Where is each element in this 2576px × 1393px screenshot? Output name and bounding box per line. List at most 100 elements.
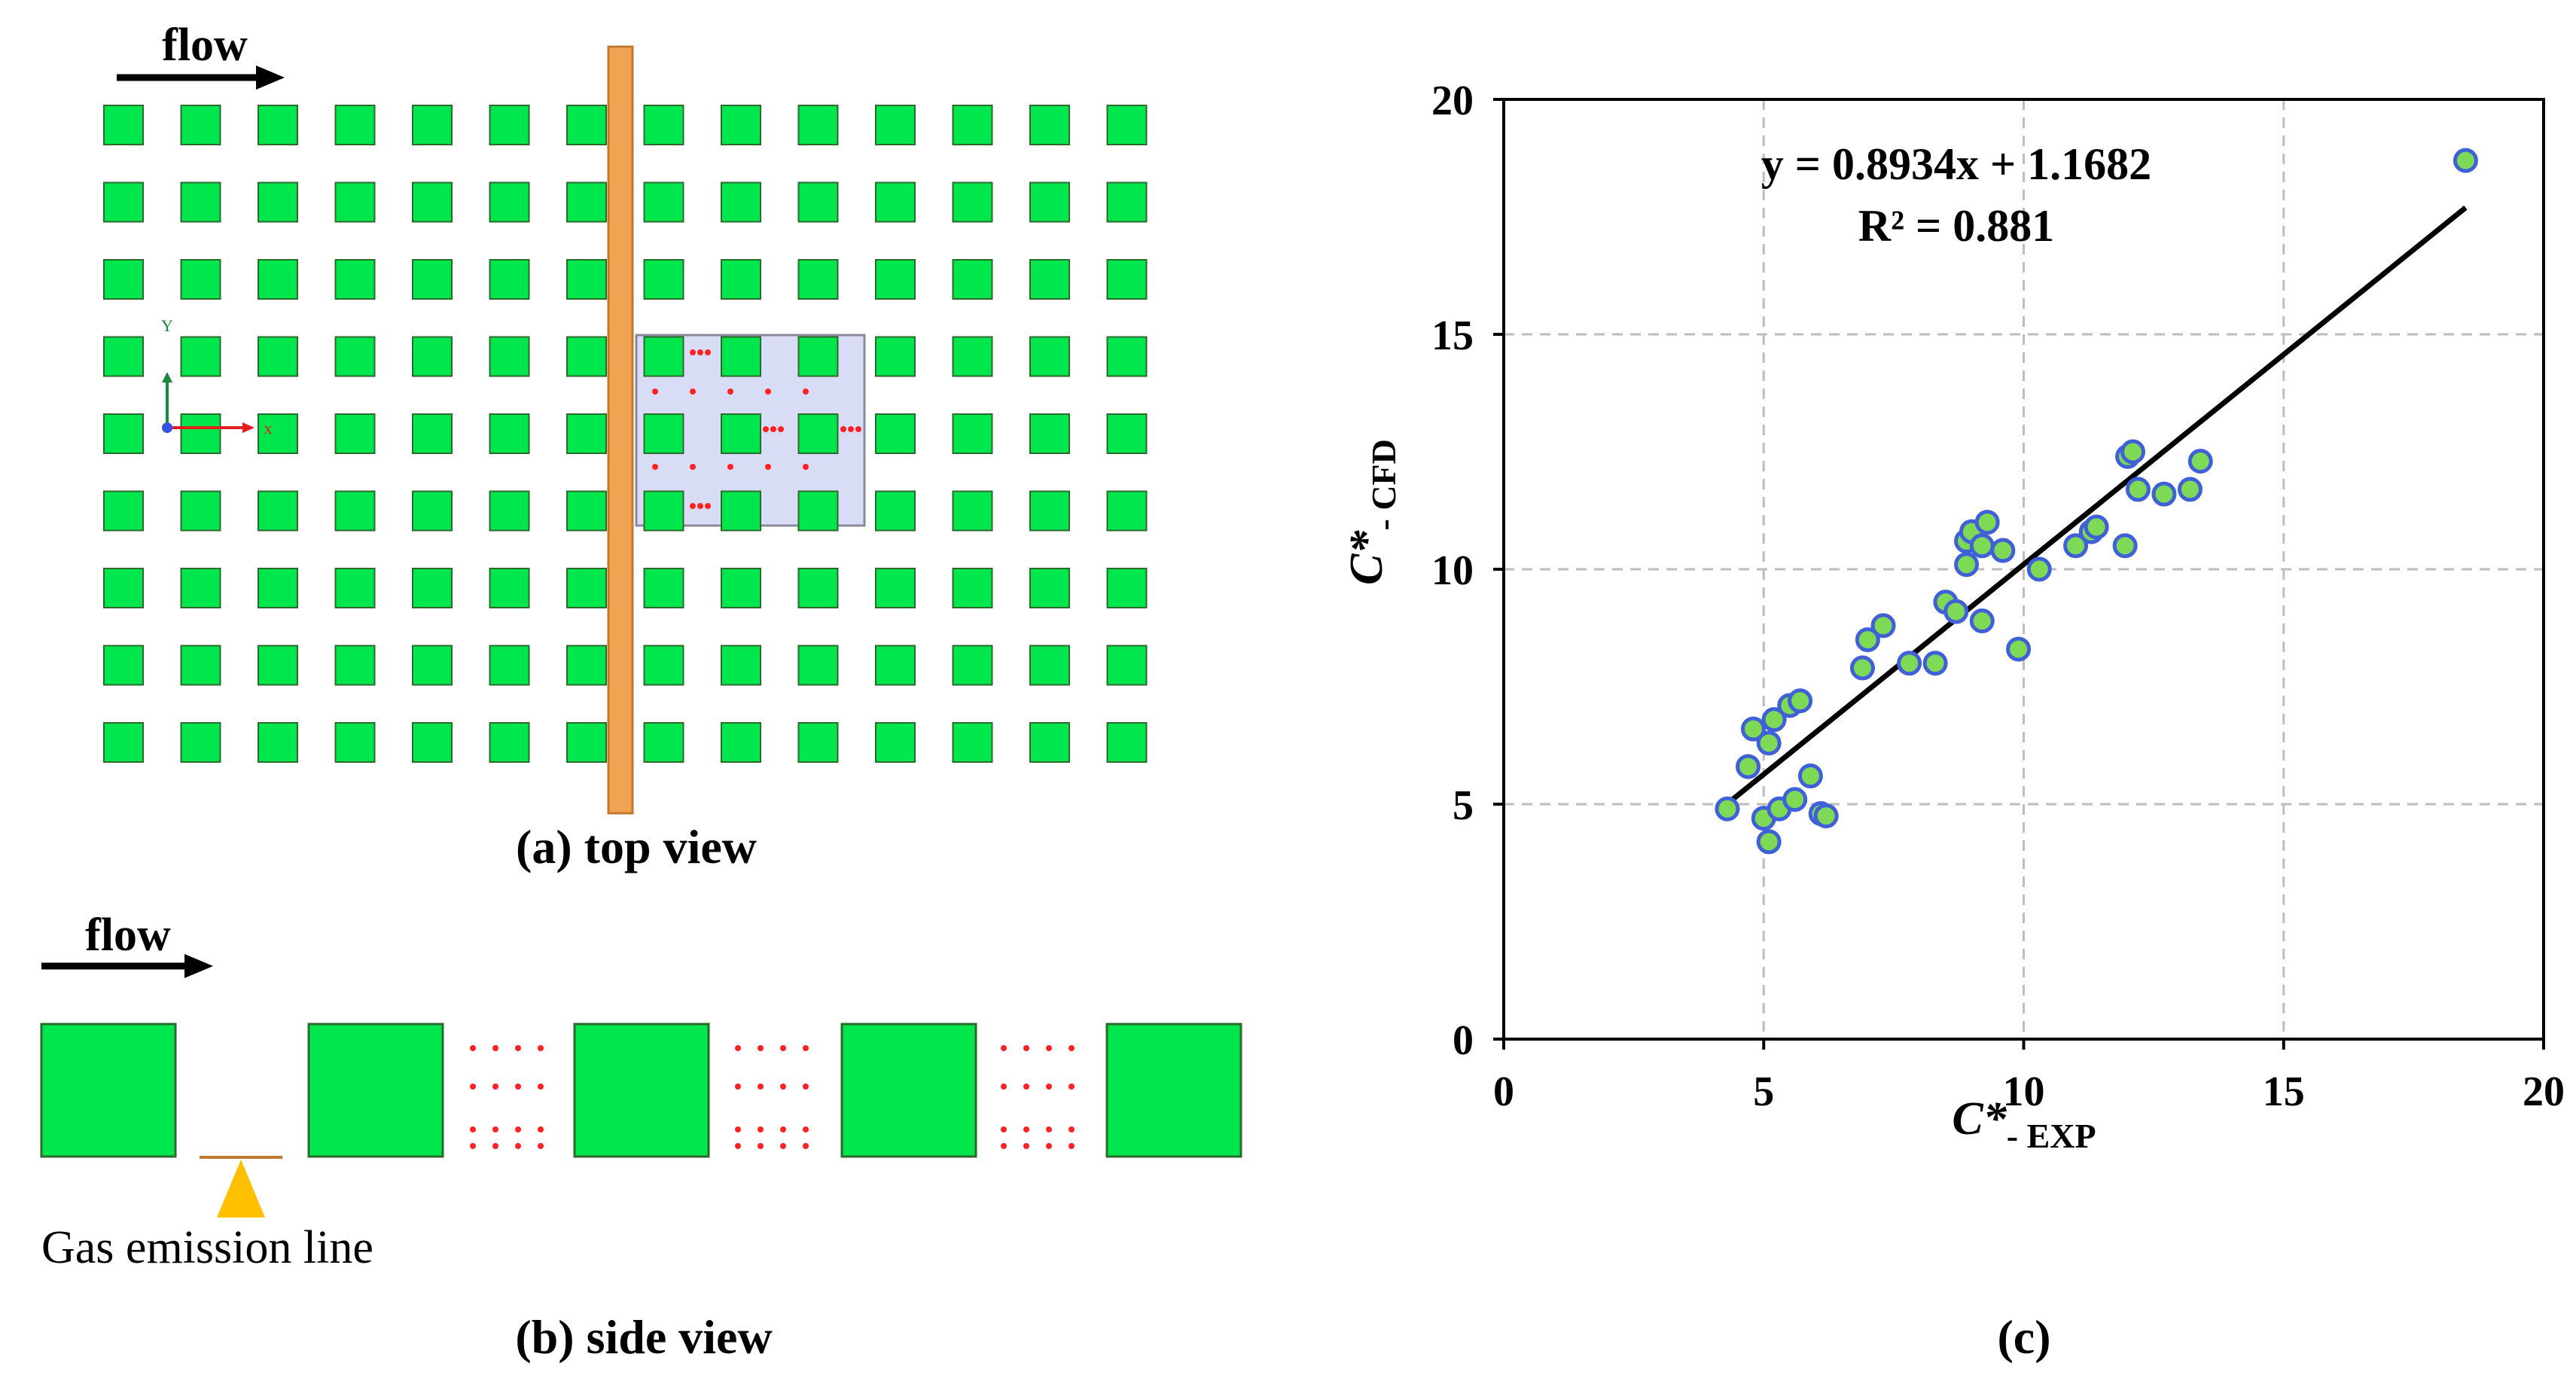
grid-block [643, 413, 684, 454]
flow-label-side: flow [85, 910, 171, 961]
sample-points-side [470, 1045, 1075, 1149]
grid-block [797, 722, 839, 763]
grid-block [489, 105, 530, 145]
sample-point [780, 1143, 786, 1149]
grid-block [721, 722, 761, 763]
grid-block [797, 336, 839, 377]
sample-point [515, 1084, 521, 1090]
grid-block [258, 490, 298, 532]
grid-block [489, 645, 530, 686]
grid-block [334, 413, 376, 454]
grid-block [721, 181, 761, 223]
sample-point [1046, 1084, 1052, 1090]
side-block [40, 1023, 177, 1158]
grid-block [103, 181, 144, 223]
grid-block [566, 722, 607, 763]
grid-block [103, 413, 144, 454]
sample-point [758, 1126, 764, 1132]
sample-point [515, 1143, 521, 1149]
grid-block [1106, 336, 1148, 377]
grid-block [721, 105, 761, 145]
data-point [1922, 651, 1948, 676]
r-squared-label: R² = 0.881 [1858, 201, 2055, 251]
grid-block [103, 259, 144, 300]
grid-block [1029, 105, 1070, 145]
data-point [2120, 439, 2146, 465]
grid-block [1029, 413, 1070, 454]
data-point [1736, 754, 1761, 779]
grid-block [334, 490, 376, 532]
sample-point [727, 389, 733, 395]
sample-point [758, 1084, 764, 1090]
grid-block [875, 105, 916, 145]
grid-block [180, 259, 221, 300]
grid-block [952, 722, 993, 763]
sample-point [735, 1143, 741, 1149]
sample-point [538, 1126, 544, 1132]
x-tick-label: 10 [2003, 1068, 2045, 1115]
data-point [1969, 533, 1995, 559]
sample-point [1023, 1126, 1029, 1132]
y-tick-label: 0 [1453, 1017, 1474, 1064]
grid-block [1106, 105, 1148, 145]
grid-block [952, 413, 993, 454]
data-point [1761, 707, 1787, 733]
sample-point [803, 1045, 809, 1051]
caption-a: (a) top view [516, 820, 757, 873]
grid-block [643, 181, 684, 223]
sample-point [765, 464, 771, 470]
data-point [2112, 533, 2138, 559]
grid-block [180, 568, 221, 608]
data-point [1870, 613, 1896, 639]
grid-block [334, 568, 376, 608]
x-tick-label: 15 [2263, 1068, 2305, 1115]
grid-block [412, 490, 453, 532]
sample-point [470, 1143, 476, 1149]
grid-block [875, 568, 916, 608]
sample-point [848, 426, 854, 432]
grid-block [412, 181, 453, 223]
side-blocks [40, 1023, 1242, 1158]
grid-block [334, 181, 376, 223]
y-axis-label-main: C* [1341, 530, 1392, 585]
x-tick-label: 20 [2523, 1068, 2565, 1115]
sample-point [763, 426, 769, 432]
grid-block [566, 181, 607, 223]
data-point [1969, 608, 1995, 634]
sample-point [492, 1045, 498, 1051]
grid-block [258, 413, 298, 454]
grid-block [566, 259, 607, 300]
grid-block [180, 490, 221, 532]
grid-block [489, 490, 530, 532]
grid-block [258, 568, 298, 608]
sample-point [758, 1143, 764, 1149]
grid-block [643, 722, 684, 763]
sample-point [803, 464, 809, 470]
equation-label: y = 0.8934x + 1.1682 [1761, 139, 2151, 189]
emission-label: Gas emission line [41, 1222, 373, 1273]
grid-block [952, 568, 993, 608]
sample-point [780, 1084, 786, 1090]
sample-point [1046, 1143, 1052, 1149]
sample-point [690, 464, 696, 470]
sample-point [697, 349, 703, 355]
sample-point [735, 1126, 741, 1132]
grid-block [721, 259, 761, 300]
grid-block [258, 105, 298, 145]
grid-block [489, 181, 530, 223]
grid-block [952, 105, 993, 145]
grid-block [1029, 336, 1070, 377]
grid-block [103, 645, 144, 686]
sample-point [1023, 1143, 1029, 1149]
panel-a-top-view: flow Y x (a) top view [103, 20, 1148, 873]
grid-block [643, 645, 684, 686]
data-point [1849, 655, 1875, 681]
grid-block [566, 490, 607, 532]
sample-point [652, 389, 658, 395]
grid-block [258, 181, 298, 223]
y-tick-label: 10 [1431, 547, 1474, 594]
sample-point [538, 1143, 544, 1149]
data-point [2006, 636, 2032, 662]
grid-block [258, 259, 298, 300]
